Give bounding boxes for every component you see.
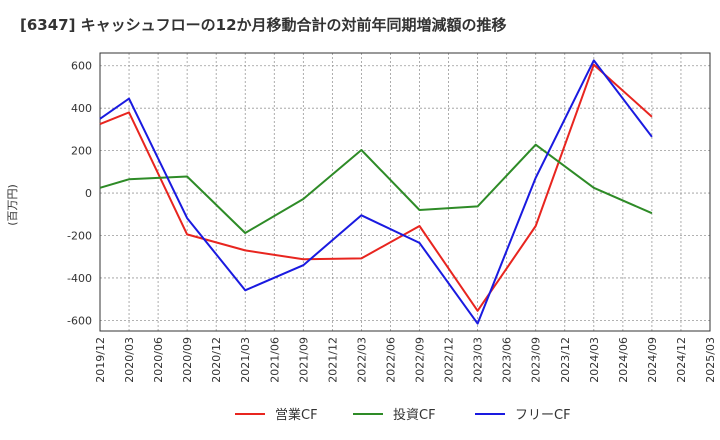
y-tick-label: -200 [67,230,92,243]
x-tick-label: 2022/03 [355,337,368,383]
plot-frame [99,52,711,332]
plot-area [100,53,710,331]
y-tick-label: 0 [85,187,92,200]
chart-title: [6347] キャッシュフローの12か月移動合計の対前年同期増減額の推移 [20,16,507,34]
y-tick-label: 400 [71,102,92,115]
x-tick-label: 2024/06 [617,337,630,383]
series-line-1 [99,63,653,312]
legend-label: 営業CF [275,407,318,423]
x-tick-label: 2025/03 [704,337,717,383]
x-tick-label: 2021/06 [268,337,281,383]
legend-label: フリーCF [515,408,571,423]
x-tick-label: 2021/03 [239,337,252,383]
x-tick-label: 2020/06 [152,337,165,383]
x-tick-label: 2019/12 [94,337,107,383]
x-tick-label: 2020/03 [123,337,136,383]
x-tick-label: 2023/12 [559,337,572,383]
y-axis-label: (百万円) [6,184,19,226]
x-tick-label: 2020/12 [210,337,223,383]
x-tick-label: 2023/09 [530,337,543,383]
legend-label: 投資CF [393,407,436,423]
x-tick-label: 2022/12 [443,337,456,383]
x-tick-label: 2024/12 [675,337,688,383]
x-tick-label: 2023/06 [501,337,514,383]
x-tick-label: 2022/06 [384,337,397,383]
x-tick-label: 2020/09 [181,337,194,383]
x-tick-label: 2022/09 [414,337,427,383]
y-tick-label: 600 [71,60,92,73]
x-tick-label: 2021/12 [326,337,339,383]
x-tick-label: 2024/03 [588,337,601,383]
x-tick-label: 2023/03 [472,337,485,383]
y-tick-label: -600 [67,314,92,327]
y-tick-label: -400 [67,272,92,285]
series-line-3 [99,59,653,325]
x-tick-label: 2021/09 [297,337,310,383]
y-tick-label: 200 [71,145,92,158]
x-tick-label: 2024/09 [646,337,659,383]
